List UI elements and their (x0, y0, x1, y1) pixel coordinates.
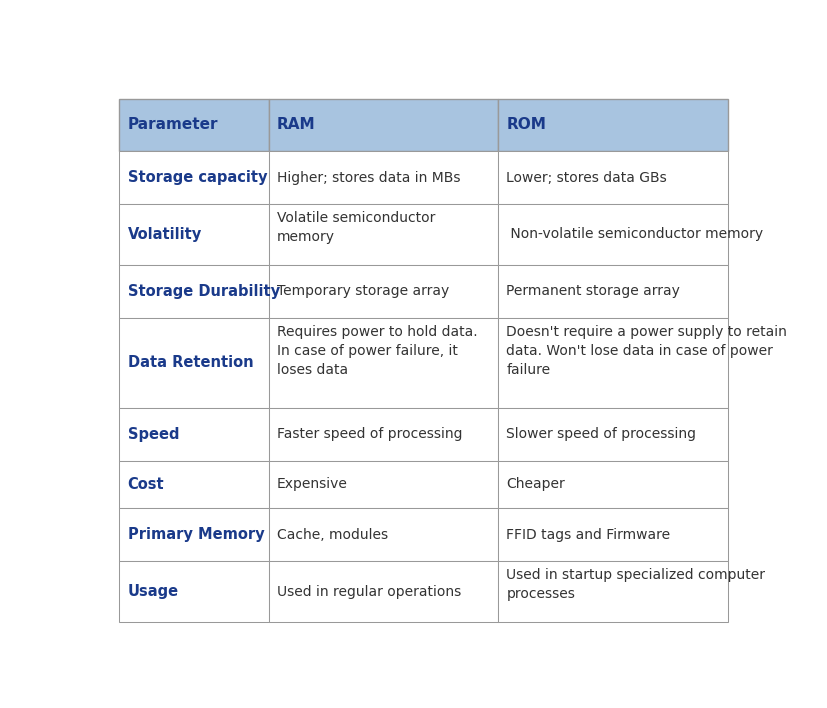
Text: Lower; stores data GBs: Lower; stores data GBs (506, 171, 667, 185)
Bar (498, 265, 729, 318)
Bar (119, 318, 269, 408)
Text: Slower speed of processing: Slower speed of processing (506, 427, 696, 441)
Text: Non-volatile semiconductor memory: Non-volatile semiconductor memory (506, 227, 763, 241)
Text: Permanent storage array: Permanent storage array (506, 285, 681, 298)
Text: Temporary storage array: Temporary storage array (277, 285, 449, 298)
Text: Data Retention: Data Retention (127, 355, 253, 370)
Bar (269, 151, 498, 204)
Bar (498, 151, 729, 204)
Bar (119, 204, 269, 265)
Text: Storage Durability: Storage Durability (127, 284, 280, 299)
Text: FFID tags and Firmware: FFID tags and Firmware (506, 527, 671, 542)
Text: Expensive: Expensive (277, 477, 348, 491)
Bar (119, 98, 269, 151)
Bar (269, 508, 498, 561)
Bar (498, 204, 729, 265)
Bar (119, 151, 269, 204)
Bar (498, 461, 729, 508)
Text: Used in startup specialized computer
processes: Used in startup specialized computer pro… (506, 569, 766, 601)
Text: Cost: Cost (127, 477, 165, 492)
Text: RAM: RAM (277, 118, 316, 132)
Bar (119, 408, 269, 461)
Bar (269, 204, 498, 265)
Text: ROM: ROM (506, 118, 547, 132)
Bar (498, 508, 729, 561)
Bar (498, 408, 729, 461)
Text: Doesn't require a power supply to retain
data. Won't lose data in case of power
: Doesn't require a power supply to retain… (506, 325, 787, 377)
Text: Higher; stores data in MBs: Higher; stores data in MBs (277, 171, 461, 185)
Text: Usage: Usage (127, 584, 179, 599)
Text: Primary Memory: Primary Memory (127, 527, 265, 542)
Text: Storage capacity: Storage capacity (127, 170, 267, 185)
Bar (498, 561, 729, 622)
Bar (119, 561, 269, 622)
Bar (119, 461, 269, 508)
Bar (119, 508, 269, 561)
Text: Parameter: Parameter (127, 118, 218, 132)
Bar (498, 318, 729, 408)
Text: Used in regular operations: Used in regular operations (277, 585, 461, 598)
Bar (119, 265, 269, 318)
Bar (498, 98, 729, 151)
Text: Requires power to hold data.
In case of power failure, it
loses data: Requires power to hold data. In case of … (277, 325, 477, 377)
Bar (269, 561, 498, 622)
Bar (269, 98, 498, 151)
Bar (269, 408, 498, 461)
Bar (269, 318, 498, 408)
Bar (269, 265, 498, 318)
Text: Speed: Speed (127, 427, 179, 442)
Text: Volatility: Volatility (127, 227, 202, 242)
Bar (269, 461, 498, 508)
Text: Faster speed of processing: Faster speed of processing (277, 427, 462, 441)
Text: Cheaper: Cheaper (506, 477, 565, 491)
Text: Cache, modules: Cache, modules (277, 527, 388, 542)
Text: Volatile semiconductor
memory: Volatile semiconductor memory (277, 211, 435, 244)
